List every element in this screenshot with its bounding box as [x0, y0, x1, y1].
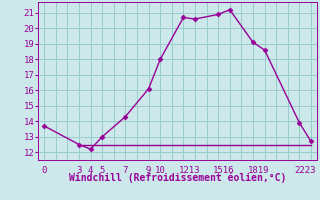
Text: 3: 3 [76, 166, 82, 175]
Text: 1213: 1213 [179, 166, 200, 175]
Text: 10: 10 [155, 166, 165, 175]
Text: 2223: 2223 [294, 166, 316, 175]
Text: 1819: 1819 [248, 166, 269, 175]
Text: 9: 9 [146, 166, 151, 175]
Text: 4: 4 [88, 166, 93, 175]
Text: 1516: 1516 [213, 166, 235, 175]
Text: 5: 5 [100, 166, 105, 175]
Text: 7: 7 [123, 166, 128, 175]
X-axis label: Windchill (Refroidissement éolien,°C): Windchill (Refroidissement éolien,°C) [69, 172, 286, 183]
Text: 0: 0 [42, 166, 47, 175]
